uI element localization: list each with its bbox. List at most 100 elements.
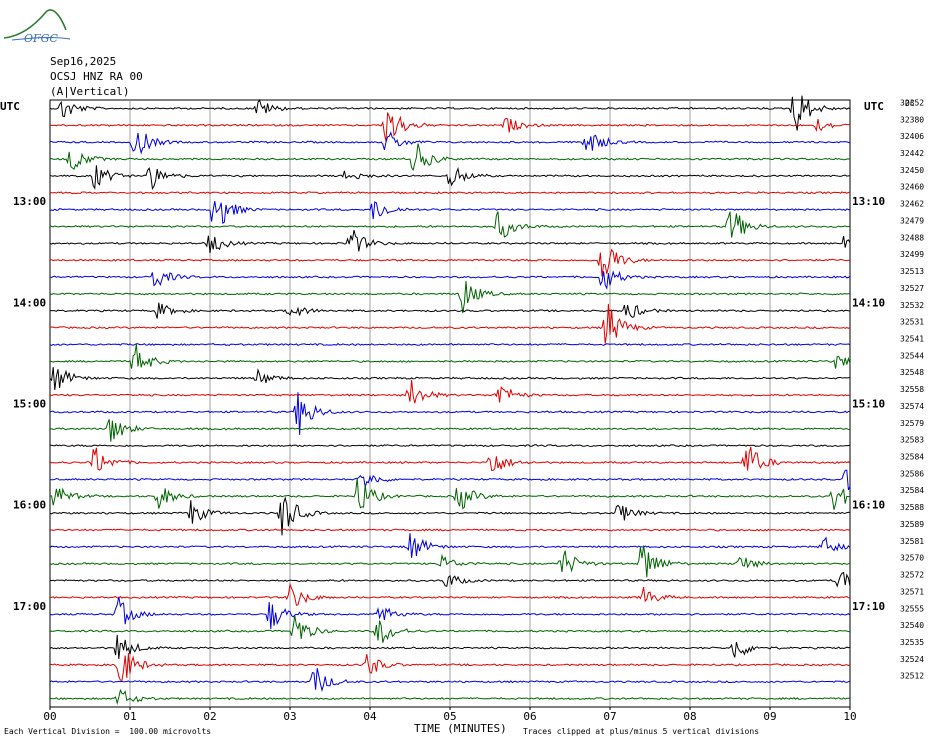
trace-row-25: [49, 528, 851, 532]
row-count-label: 32512: [900, 672, 924, 681]
row-count-label: 32589: [900, 520, 924, 529]
trace-row-8: [49, 229, 851, 254]
trace-row-5: [49, 191, 850, 195]
trace-row-27: [49, 545, 851, 578]
x-tick-label: 04: [363, 710, 377, 723]
time-label-right: 16:10: [852, 499, 885, 512]
trace-row-2: [49, 131, 851, 155]
row-count-label: 32583: [900, 436, 924, 445]
time-label-left: 15:00: [13, 398, 46, 411]
trace-row-22: [50, 469, 851, 491]
x-tick-label: 05: [443, 710, 456, 723]
x-tick-label: 09: [763, 710, 776, 723]
trace-row-17: [49, 379, 851, 404]
trace-row-15: [49, 344, 851, 369]
x-tick-label: 10: [843, 710, 856, 723]
trace-row-24: [49, 496, 851, 536]
row-count-label: 32540: [900, 621, 924, 630]
trace-row-0: [49, 95, 851, 131]
row-count-label: 32584: [900, 486, 924, 495]
trace-row-31: [49, 615, 851, 643]
trace-row-32: [49, 634, 851, 659]
trace-row-6: [49, 201, 851, 224]
x-tick-label: 06: [523, 710, 536, 723]
x-tick-label: 02: [203, 710, 216, 723]
x-tick-label: 07: [603, 710, 616, 723]
row-count-label: 32541: [900, 334, 924, 343]
utc-right-label: UTC: [864, 100, 884, 113]
trace-row-20: [49, 444, 851, 448]
x-tick-label: 08: [683, 710, 696, 723]
trace-row-33: [49, 653, 851, 681]
trace-row-12: [49, 302, 851, 319]
row-count-label: 32574: [900, 402, 924, 411]
ofgc-logo: OFGC: [3, 9, 71, 45]
time-label-left: 16:00: [13, 499, 46, 512]
trace-row-14: [49, 342, 851, 347]
trace-row-30: [49, 596, 851, 630]
trace-row-21: [49, 446, 851, 471]
row-count-label: 32579: [900, 419, 924, 428]
time-label-right: 14:10: [852, 296, 885, 309]
trace-row-23: [49, 477, 851, 510]
trace-row-13: [49, 303, 851, 344]
date-label: Sep16,2025: [50, 55, 117, 68]
row-count-label: 32570: [900, 554, 924, 563]
time-label-right: 17:10: [852, 600, 885, 613]
row-count-label: 32380: [900, 115, 924, 124]
trace-row-16: [49, 367, 851, 391]
trace-row-18: [49, 392, 851, 435]
row-count-label: 32558: [900, 385, 924, 394]
row-count-label: 32555: [900, 604, 924, 613]
row-count-label: 32532: [900, 301, 924, 310]
trace-row-1: [49, 112, 851, 142]
trace-row-11: [49, 281, 851, 314]
time-label-right: 15:10: [852, 398, 885, 411]
row-count-label: 32462: [900, 200, 924, 209]
clip-note: Traces clipped at plus/minus 5 vertical …: [523, 727, 760, 736]
row-count-label: 32406: [900, 132, 924, 141]
trace-row-7: [49, 211, 851, 238]
row-count-label: 32548: [900, 368, 924, 377]
row-count-label: 32581: [900, 537, 924, 546]
trace-row-3: [49, 143, 851, 172]
trace-row-9: [49, 248, 851, 277]
row-count-label: 32527: [900, 284, 924, 293]
counts-header: DC: [905, 99, 915, 108]
x-axis-label: TIME (MINUTES): [414, 722, 507, 735]
scale-note: Each Vertical Division = 100.00 microvol…: [4, 727, 212, 736]
trace-row-35: [49, 688, 851, 706]
time-label-left: 13:00: [13, 195, 46, 208]
logo-text: OFGC: [24, 32, 58, 45]
component-label: (A|Vertical): [50, 85, 130, 98]
station-label: OCSJ HNZ RA 00: [50, 70, 143, 83]
row-count-label: 32586: [900, 469, 924, 478]
row-count-label: 32479: [900, 216, 924, 225]
trace-row-29: [49, 582, 851, 606]
trace-row-26: [49, 533, 851, 558]
time-label-left: 17:00: [13, 600, 46, 613]
row-count-label: 32352: [900, 98, 924, 107]
trace-row-4: [49, 165, 851, 191]
trace-row-34: [49, 668, 851, 693]
row-count-label: 32571: [900, 587, 924, 596]
row-count-label: 32524: [900, 655, 924, 664]
row-count-label: 32544: [900, 351, 924, 360]
row-count-label: 32442: [900, 149, 924, 158]
trace-row-19: [49, 419, 850, 442]
row-count-label: 32460: [900, 183, 924, 192]
trace-row-28: [49, 571, 851, 588]
utc-left-label: UTC: [0, 100, 20, 113]
x-tick-label: 03: [283, 710, 296, 723]
row-count-label: 32584: [900, 453, 924, 462]
row-count-label: 32499: [900, 250, 924, 259]
row-count-label: 32450: [900, 166, 924, 175]
trace-row-10: [49, 270, 851, 290]
row-count-label: 32535: [900, 638, 924, 647]
row-count-label: 32531: [900, 318, 924, 327]
row-count-label: 32572: [900, 571, 924, 580]
row-count-label: 32488: [900, 233, 924, 242]
x-tick-label: 01: [123, 710, 136, 723]
